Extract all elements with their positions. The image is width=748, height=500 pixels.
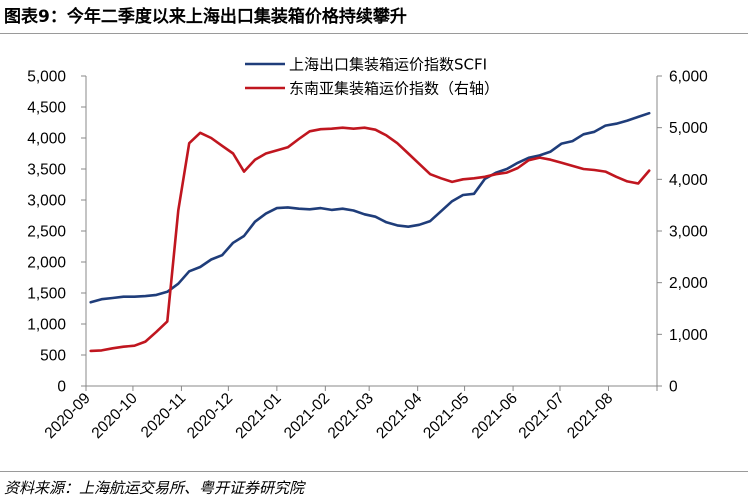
legend-label: 东南亚集装箱运价指数（右轴） — [289, 80, 499, 98]
x-axis: 2020-092020-102020-112020-122021-012021-… — [42, 385, 658, 443]
left-tick-label: 4,000 — [27, 131, 66, 148]
title-divider — [0, 33, 748, 34]
left-tick-label: 500 — [40, 348, 66, 365]
scfi-series-line — [89, 111, 651, 304]
left-tick-label: 2,500 — [27, 224, 66, 241]
left-tick-label: 1,000 — [27, 317, 66, 334]
x-tick-label: 2020-09 — [42, 390, 94, 442]
x-tick-label: 2021-06 — [469, 390, 521, 442]
left-tick-label: 5,000 — [27, 69, 66, 86]
x-tick-label: 2021-05 — [420, 390, 472, 442]
left-tick-label: 3,000 — [27, 193, 66, 210]
left-tick-label: 2,000 — [27, 255, 66, 272]
line-chart: 0 500 1,000 1,500 2,000 2,500 3,000 3,500 4,000 4… — [27, 56, 708, 443]
legend: 上海出口集装箱运价指数SCFI 东南亚集装箱运价指数（右轴） — [245, 56, 499, 98]
x-tick-label: 2020-12 — [184, 390, 236, 442]
x-tick-label: 2021-07 — [516, 390, 568, 442]
right-tick-label: 5,000 — [669, 120, 708, 137]
footer-divider — [0, 471, 748, 472]
right-tick-label: 1,000 — [669, 327, 708, 344]
southeast-asia-series-line — [89, 126, 651, 353]
right-tick-label: 4,000 — [669, 172, 708, 189]
chart-title: 图表9：今年二季度以来上海出口集装箱价格持续攀升 — [4, 7, 407, 27]
right-tick-label: 3,000 — [669, 224, 708, 241]
x-tick-label: 2021-01 — [232, 390, 284, 442]
right-tick-label: 0 — [669, 379, 678, 396]
left-tick-label: 3,500 — [27, 162, 66, 179]
right-tick-label: 2,000 — [669, 275, 708, 292]
x-tick-label: 2020-10 — [89, 390, 142, 443]
x-tick-label: 2021-02 — [281, 390, 333, 442]
left-tick-label: 0 — [57, 379, 66, 396]
left-tick-label: 1,500 — [27, 286, 66, 303]
left-axis: 0 500 1,000 1,500 2,000 2,500 3,000 3,500 4,000 4… — [27, 69, 87, 396]
x-tick-label: 2021-08 — [564, 390, 616, 442]
right-axis: 0 1,000 2,000 3,000 4,000 5,000 6,000 — [656, 69, 708, 396]
source-note: 资料来源：上海航运交易所、粤开证券研究院 — [4, 479, 305, 497]
left-tick-label: 4,500 — [27, 100, 66, 117]
x-tick-label: 2020-11 — [138, 390, 189, 441]
series-lines — [89, 111, 651, 353]
right-tick-label: 6,000 — [669, 69, 708, 86]
x-tick-label: 2021-03 — [325, 390, 377, 442]
legend-label: 上海出口集装箱运价指数SCFI — [289, 56, 487, 74]
x-tick-label: 2021-04 — [373, 390, 426, 443]
